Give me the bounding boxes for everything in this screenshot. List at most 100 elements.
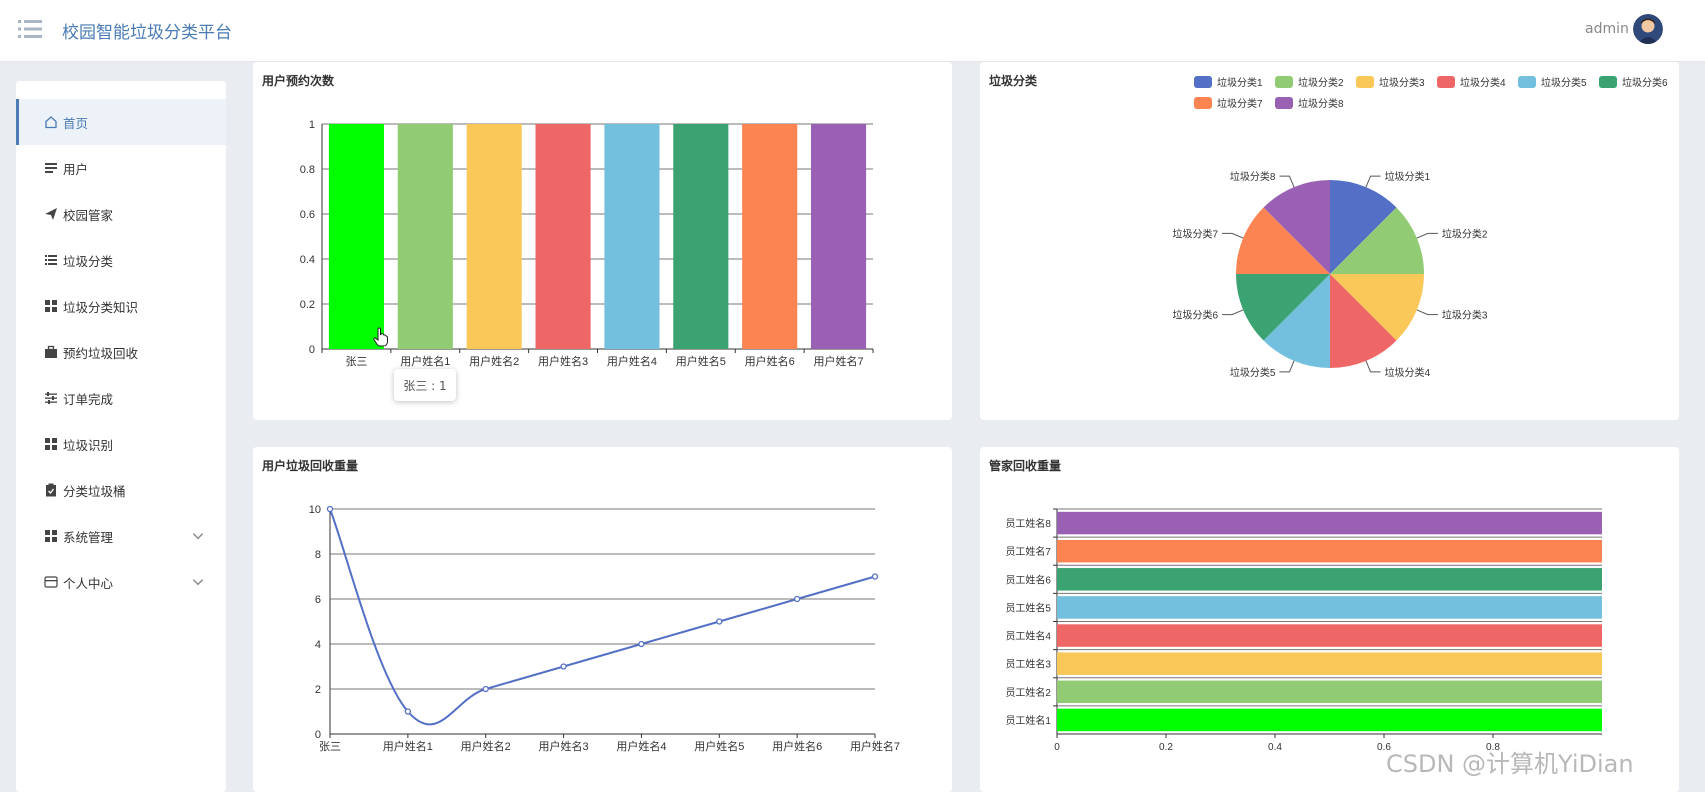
series-line — [329, 508, 876, 726]
sidebar-item-garbage-recognition[interactable]: 垃圾识别 — [16, 421, 226, 467]
grid-icon — [45, 300, 57, 312]
label-line — [1222, 309, 1244, 316]
x-tick-label: 用户姓名1 — [400, 354, 450, 368]
data-point — [482, 685, 489, 693]
slice-label: 垃圾分类3 — [1442, 309, 1488, 322]
user-recycle-weight-chart[interactable]: 0 2 4 6 8 10 张三 用户姓名1 用户姓名2 用户姓名3 用户姓名4 用户姓名5 用户姓名6 用… — [253, 447, 952, 792]
user-name[interactable]: admin — [1585, 21, 1629, 37]
x-tick-label: 0.4 — [1268, 742, 1282, 753]
grid-icon — [45, 438, 57, 450]
sidebar-item-garbage-knowledge[interactable]: 垃圾分类知识 — [16, 283, 226, 329]
bar — [811, 124, 867, 349]
legend-swatch — [1599, 76, 1617, 88]
legend-swatch — [1275, 76, 1293, 88]
booking-count-chart[interactable]: 0 0.2 0.4 0.6 0.8 1 张三 用户姓名1 用户姓名2 用户姓名3 用户姓名4 用户姓名… — [253, 62, 952, 420]
x-tick-label: 用户姓名5 — [676, 354, 726, 368]
bar — [328, 124, 384, 349]
sidebar-item-campus-steward[interactable]: 校园管家 — [16, 191, 226, 237]
pie-slice — [1236, 274, 1330, 341]
legend-label: 垃圾分类2 — [1298, 76, 1344, 89]
booking-count-card: 0 0.2 0.4 0.6 0.8 1 张三 用户姓名1 用户姓名2 用户姓名3 用户姓名4 用户姓名… — [253, 62, 952, 420]
y-tick-label: 8 — [315, 549, 321, 561]
sidebar-item-booking[interactable]: 预约垃圾回收 — [16, 329, 226, 375]
card-title: 用户垃圾回收重量 — [262, 459, 359, 473]
legend-swatch — [1194, 76, 1212, 88]
pie-slice — [1263, 180, 1330, 274]
sidebar-item-personal-center[interactable]: 个人中心 — [16, 559, 226, 605]
bar — [535, 124, 591, 349]
legend-swatch — [1437, 76, 1455, 88]
sidebar-item-label: 校园管家 — [63, 207, 114, 223]
legend-swatch — [1275, 97, 1293, 109]
sidebar-item-label: 垃圾识别 — [63, 437, 114, 453]
legend-label: 垃圾分类7 — [1217, 97, 1263, 110]
slice-label: 垃圾分类8 — [1230, 170, 1276, 183]
slice-label: 垃圾分类7 — [1173, 227, 1219, 240]
sidebar-item-home[interactable]: 首页 — [16, 99, 226, 145]
bar — [742, 124, 798, 349]
sidebar-item-system-management[interactable]: 系统管理 — [16, 513, 226, 559]
list-icon — [45, 163, 57, 173]
bar — [673, 124, 729, 349]
legend-label: 垃圾分类5 — [1541, 76, 1587, 89]
sidebar-item-label: 个人中心 — [63, 575, 114, 591]
sidebar-item-label: 首页 — [63, 115, 89, 131]
card-title: 垃圾分类 — [989, 74, 1038, 88]
sidebar-item-bins[interactable]: 分类垃圾桶 — [16, 467, 226, 513]
y-tick-label: 0.6 — [300, 209, 315, 221]
y-tick-label: 1 — [309, 119, 315, 131]
pie-slice — [1330, 207, 1424, 274]
slice-label: 垃圾分类2 — [1442, 227, 1488, 240]
bar — [1057, 708, 1602, 732]
sidebar-item-label: 垃圾分类知识 — [63, 299, 139, 315]
briefcase-icon — [45, 345, 57, 358]
slice-label: 垃圾分类6 — [1173, 309, 1219, 322]
sidebar-item-order-complete[interactable]: 订单完成 — [16, 375, 226, 421]
x-tick-label: 用户姓名1 — [383, 739, 433, 753]
y-tick-label: 6 — [315, 594, 321, 606]
legend-label: 垃圾分类6 — [1622, 76, 1668, 89]
x-tick-label: 张三 — [345, 355, 367, 368]
clipboard-icon — [46, 483, 56, 497]
sidebar-item-users[interactable]: 用户 — [16, 145, 226, 191]
sidebar-item-label: 分类垃圾桶 — [63, 483, 126, 499]
x-tick-label: 用户姓名3 — [538, 354, 588, 368]
legend-swatch — [1518, 76, 1536, 88]
x-tick-label: 用户姓名6 — [745, 354, 795, 368]
home-icon — [45, 116, 57, 129]
sidebar-item-label: 用户 — [63, 161, 89, 177]
y-tick-label: 员工姓名1 — [1005, 714, 1051, 727]
menu-toggle-icon[interactable] — [18, 18, 42, 40]
y-tick-label: 员工姓名8 — [1005, 517, 1051, 530]
steward-recycle-weight-chart[interactable]: 员工姓名1 员工姓名2 员工姓名3 员工姓名4 员工姓名5 员工姓名6 员工姓名7 员工姓名8… — [980, 447, 1679, 792]
hand-cursor-icon — [373, 327, 388, 347]
card-title: 管家回收重量 — [989, 459, 1062, 473]
send-icon — [45, 208, 57, 220]
pie-slice — [1330, 274, 1424, 341]
y-tick-label: 员工姓名2 — [1005, 686, 1051, 699]
x-tick-label: 0.6 — [1377, 742, 1391, 753]
x-tick-label: 用户姓名5 — [694, 739, 744, 753]
garbage-category-chart[interactable]: 垃圾分类1 垃圾分类2 垃圾分类3 垃圾分类4 垃圾分类5 垃圾分类6 垃圾分类7 垃圾分类8… — [980, 62, 1679, 420]
bar — [1057, 652, 1602, 675]
bar — [1057, 596, 1602, 619]
bar — [1057, 624, 1602, 647]
legend-label: 垃圾分类3 — [1379, 76, 1425, 89]
card-title: 用户预约次数 — [262, 74, 335, 88]
avatar[interactable] — [1633, 14, 1663, 44]
pie-slice — [1236, 207, 1330, 274]
slice-label: 垃圾分类1 — [1385, 170, 1431, 183]
y-tick-label: 员工姓名7 — [1005, 545, 1051, 558]
app-title: 校园智能垃圾分类平台 — [62, 23, 232, 43]
bar — [1057, 511, 1602, 535]
card-icon — [44, 576, 58, 588]
data-point — [326, 505, 334, 513]
watermark: CSDN @计算机YiDian — [1386, 750, 1634, 778]
data-point — [638, 640, 645, 648]
sidebar-item-garbage-category[interactable]: 垃圾分类 — [16, 237, 226, 283]
chart-tooltip: 张三 : 1 — [394, 369, 456, 401]
label-line — [1279, 175, 1295, 188]
x-tick-label: 0.8 — [1486, 742, 1500, 753]
steward-recycle-weight-card: 员工姓名1 员工姓名2 员工姓名3 员工姓名4 员工姓名5 员工姓名6 员工姓名7 员工姓名8… — [980, 447, 1679, 792]
bar — [1057, 539, 1602, 563]
